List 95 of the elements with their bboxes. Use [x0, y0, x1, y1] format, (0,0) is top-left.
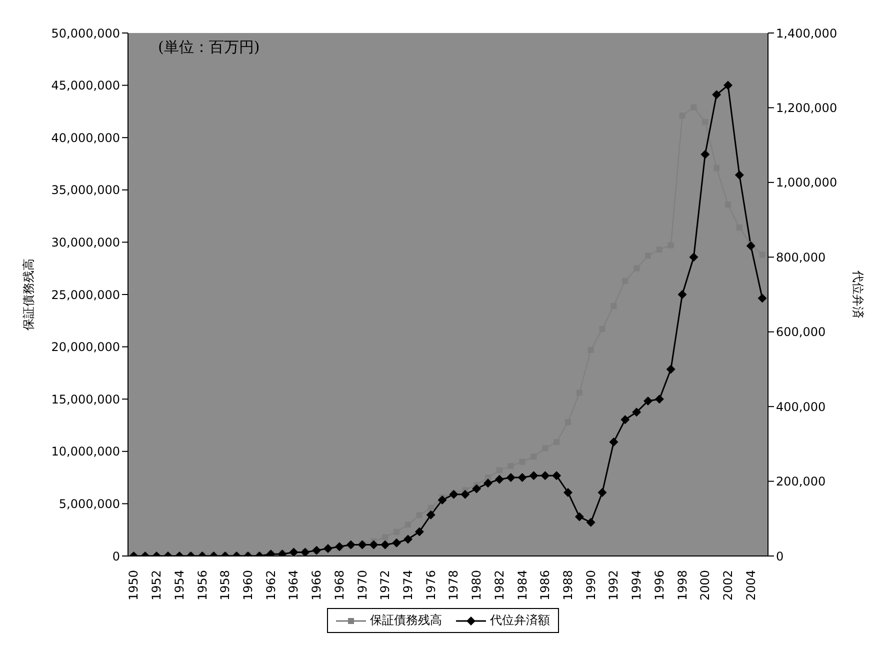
y2-tick-label: 0 [776, 549, 784, 564]
point [460, 490, 470, 499]
point [746, 241, 756, 250]
point [334, 542, 344, 552]
point [485, 474, 491, 481]
point [506, 473, 516, 482]
point [678, 290, 687, 299]
y-tick-label: 45,000,000 [51, 78, 120, 93]
x-tick-label: 1982 [492, 570, 506, 601]
x-tick-label: 1986 [538, 570, 552, 601]
x-tick-label: 1988 [561, 570, 575, 601]
x-tick-label: 1964 [286, 570, 301, 601]
y-tick-label: 15,000,000 [51, 392, 120, 406]
point [426, 510, 436, 520]
point [552, 471, 562, 480]
x-tick-label: 1984 [515, 570, 530, 601]
x-tick-label: 1958 [218, 570, 232, 601]
x-tick-label: 1966 [310, 570, 324, 601]
y-tick-label: 30,000,000 [51, 235, 120, 250]
y2-tick-label: 200,000 [776, 474, 826, 489]
x-tick-label: 1970 [355, 570, 370, 601]
x-tick-label: 1976 [424, 570, 438, 601]
point [734, 170, 744, 180]
legend-label: 保証債務残高 [370, 612, 442, 629]
y2-axis-title: 代位弁済 [850, 270, 865, 318]
y-tick-label: 20,000,000 [51, 340, 120, 354]
y-axis-title: 保証債務残高 [21, 258, 36, 330]
point [564, 488, 572, 497]
x-tick-label: 1980 [470, 570, 484, 601]
point [654, 394, 664, 404]
point [758, 294, 767, 303]
point [574, 512, 584, 522]
point [369, 540, 378, 550]
x-tick-label: 1960 [241, 570, 255, 601]
x-tick-label: 2000 [698, 570, 712, 601]
legend-label: 代位弁済額 [490, 612, 550, 629]
point [414, 527, 424, 536]
x-tick-label: 1962 [264, 570, 278, 601]
point [712, 90, 722, 100]
point [346, 540, 356, 550]
point [380, 540, 390, 550]
x-tick-label: 1950 [126, 570, 141, 601]
x-tick-label: 1972 [378, 570, 392, 601]
point [472, 484, 482, 494]
x-tick-label: 1956 [195, 570, 210, 601]
point [724, 80, 732, 90]
point [666, 364, 676, 374]
point [689, 252, 698, 262]
x-tick-label: 1968 [332, 570, 346, 601]
point [632, 408, 642, 417]
point [404, 534, 412, 544]
x-tick-label: 1952 [150, 570, 164, 601]
point [496, 467, 502, 474]
x-tick-label: 1954 [172, 570, 186, 601]
point [644, 396, 652, 406]
point [518, 473, 527, 482]
x-tick-label: 2004 [744, 570, 758, 601]
x-tick-label: 1992 [606, 570, 621, 601]
point [540, 471, 550, 480]
y2-tick-label: 600,000 [776, 325, 826, 340]
point [428, 504, 434, 511]
x-tick-label: 1990 [584, 570, 598, 601]
x-tick-label: 1998 [675, 570, 690, 601]
x-tick-label: 2002 [721, 570, 735, 601]
point [484, 478, 492, 488]
point [702, 118, 708, 125]
point [382, 534, 388, 540]
point [494, 474, 504, 484]
x-tick-label: 1974 [401, 570, 415, 601]
y-tick-label: 50,000,000 [51, 26, 120, 40]
y-tick-label: 35,000,000 [51, 183, 120, 198]
point [609, 438, 618, 447]
point [358, 540, 367, 550]
y2-tick-label: 400,000 [776, 400, 826, 414]
y2-tick-label: 1,400,000 [776, 26, 838, 40]
y2-tick-label: 1,200,000 [776, 100, 838, 115]
y2-tick-label: 1,000,000 [776, 176, 838, 190]
y-tick-label: 40,000,000 [51, 130, 120, 145]
point [598, 488, 607, 497]
point [438, 495, 447, 504]
point [392, 538, 402, 548]
annotation: (単位：百万円) [158, 38, 260, 57]
y-tick-label: 0 [112, 549, 120, 564]
y-tick-label: 5,000,000 [58, 496, 120, 511]
point [449, 490, 458, 499]
point [700, 150, 710, 159]
x-tick-label: 1996 [652, 570, 666, 601]
y-tick-label: 25,000,000 [51, 288, 120, 302]
point [620, 415, 630, 424]
point [586, 518, 596, 527]
point [529, 471, 538, 480]
x-tick-label: 1994 [630, 570, 644, 601]
x-tick-label: 1978 [446, 570, 461, 601]
y-tick-label: 10,000,000 [51, 444, 120, 459]
y2-tick-label: 800,000 [776, 250, 826, 264]
